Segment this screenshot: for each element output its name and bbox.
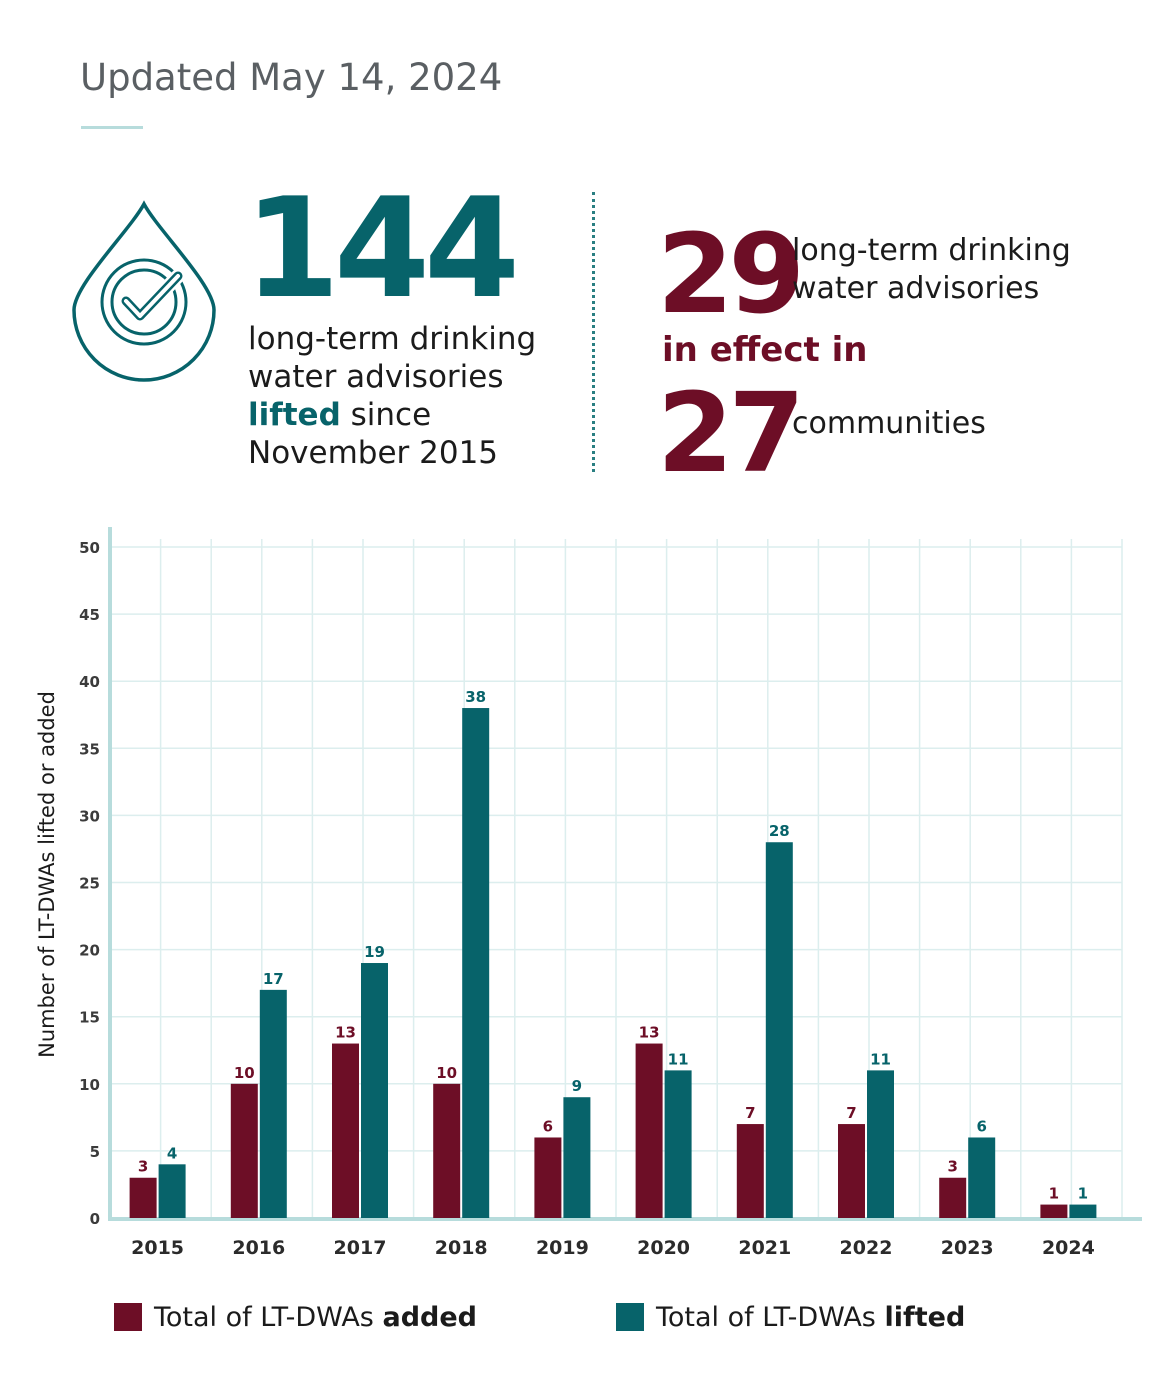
legend-added-swatch	[114, 1303, 142, 1331]
data-label-added: 7	[846, 1104, 856, 1122]
in-effect-description: long-term drinking water advisories	[792, 232, 1112, 308]
x-tick-label: 2016	[232, 1237, 285, 1259]
bar-lifted	[867, 1070, 894, 1218]
data-label-lifted: 6	[976, 1117, 986, 1135]
in-effect-label: in effect in	[662, 330, 868, 370]
data-label-added: 10	[436, 1064, 457, 1082]
lifted-since: since	[340, 397, 432, 433]
x-tick-label: 2015	[131, 1237, 184, 1259]
communities-label: communities	[792, 406, 986, 441]
in-effect-line-2: water advisories	[792, 271, 1040, 306]
data-label-added: 3	[138, 1158, 148, 1176]
bar-lifted	[664, 1070, 692, 1218]
legend-added-bold: added	[382, 1301, 477, 1333]
x-tick-label: 2018	[435, 1237, 488, 1259]
water-drop-check-icon	[72, 200, 216, 382]
y-tick-label: 5	[90, 1143, 100, 1161]
legend-lifted-swatch	[616, 1303, 644, 1331]
in-effect-line-1: long-term drinking	[792, 233, 1071, 268]
x-tick-label: 2019	[536, 1237, 589, 1259]
bar-added	[838, 1124, 865, 1218]
bar-added	[939, 1177, 967, 1218]
y-tick-label: 50	[79, 539, 100, 557]
bar-lifted	[765, 842, 793, 1218]
bar-added	[635, 1043, 663, 1218]
header-rule	[81, 126, 143, 129]
lifted-description: long-term drinking water advisories lift…	[248, 320, 568, 472]
stats-divider	[592, 192, 595, 472]
y-tick-label: 25	[79, 875, 100, 893]
data-label-lifted: 28	[769, 822, 790, 840]
lifted-highlight: lifted	[248, 397, 341, 433]
y-tick-label: 20	[79, 942, 100, 960]
data-label-lifted: 1	[1078, 1185, 1088, 1203]
bar-lifted	[968, 1137, 996, 1218]
data-label-added: 7	[745, 1104, 755, 1122]
bar-lifted	[1069, 1204, 1097, 1218]
data-label-added: 13	[639, 1024, 660, 1042]
y-tick-label: 10	[79, 1076, 100, 1094]
x-tick-label: 2017	[334, 1237, 387, 1259]
lifted-count: 144	[244, 168, 520, 329]
lifted-line-4: November 2015	[248, 435, 499, 471]
data-label-lifted: 38	[465, 688, 486, 706]
bar-lifted	[361, 963, 388, 1218]
bar-added	[1040, 1204, 1068, 1218]
x-tick-label: 2024	[1042, 1237, 1095, 1259]
x-tick-label: 2020	[637, 1237, 690, 1259]
bar-lifted	[158, 1164, 186, 1218]
legend-lifted-prefix: Total of LT-DWAs	[656, 1301, 885, 1333]
y-tick-label: 15	[79, 1009, 100, 1027]
bar-added	[534, 1137, 562, 1218]
legend-lifted-bold: lifted	[884, 1301, 966, 1333]
y-tick-label: 30	[79, 807, 100, 825]
data-label-added: 3	[947, 1158, 957, 1176]
bar-added	[736, 1124, 764, 1218]
bar-lifted	[563, 1097, 591, 1218]
lifted-line-1: long-term drinking	[248, 321, 537, 357]
data-label-added: 6	[543, 1117, 553, 1135]
lifted-line-3: lifted since	[248, 396, 568, 434]
data-label-lifted: 11	[668, 1050, 689, 1068]
x-tick-label: 2023	[941, 1237, 994, 1259]
legend-added-prefix: Total of LT-DWAs	[154, 1301, 383, 1333]
data-label-lifted: 4	[167, 1144, 177, 1162]
data-label-lifted: 19	[364, 943, 385, 961]
y-tick-label: 35	[79, 740, 100, 758]
lifted-line-2: water advisories	[248, 359, 504, 395]
data-label-added: 13	[335, 1024, 356, 1042]
legend-added: Total of LT-DWAs added	[114, 1300, 477, 1334]
y-tick-label: 0	[90, 1210, 100, 1228]
y-axis-title: Number of LT-DWAs lifted or added	[35, 691, 59, 1058]
bar-added	[433, 1083, 461, 1218]
x-tick-label: 2021	[738, 1237, 791, 1259]
bar-lifted	[462, 708, 490, 1218]
bar-added	[332, 1043, 359, 1218]
data-label-added: 10	[234, 1064, 255, 1082]
y-tick-label: 40	[79, 673, 100, 691]
data-label-lifted: 9	[572, 1077, 582, 1095]
data-label-added: 1	[1049, 1185, 1059, 1203]
data-label-lifted: 17	[263, 970, 284, 988]
x-tick-label: 2022	[840, 1237, 893, 1259]
legend-lifted: Total of LT-DWAs lifted	[616, 1300, 965, 1334]
communities-count: 27	[657, 369, 805, 497]
y-tick-label: 45	[79, 606, 100, 624]
bar-lifted	[259, 989, 287, 1218]
bar-added	[129, 1177, 157, 1218]
data-label-lifted: 11	[870, 1050, 891, 1068]
in-effect-count: 29	[657, 210, 805, 338]
updated-date: Updated May 14, 2024	[80, 56, 503, 99]
bar-added	[230, 1083, 258, 1218]
